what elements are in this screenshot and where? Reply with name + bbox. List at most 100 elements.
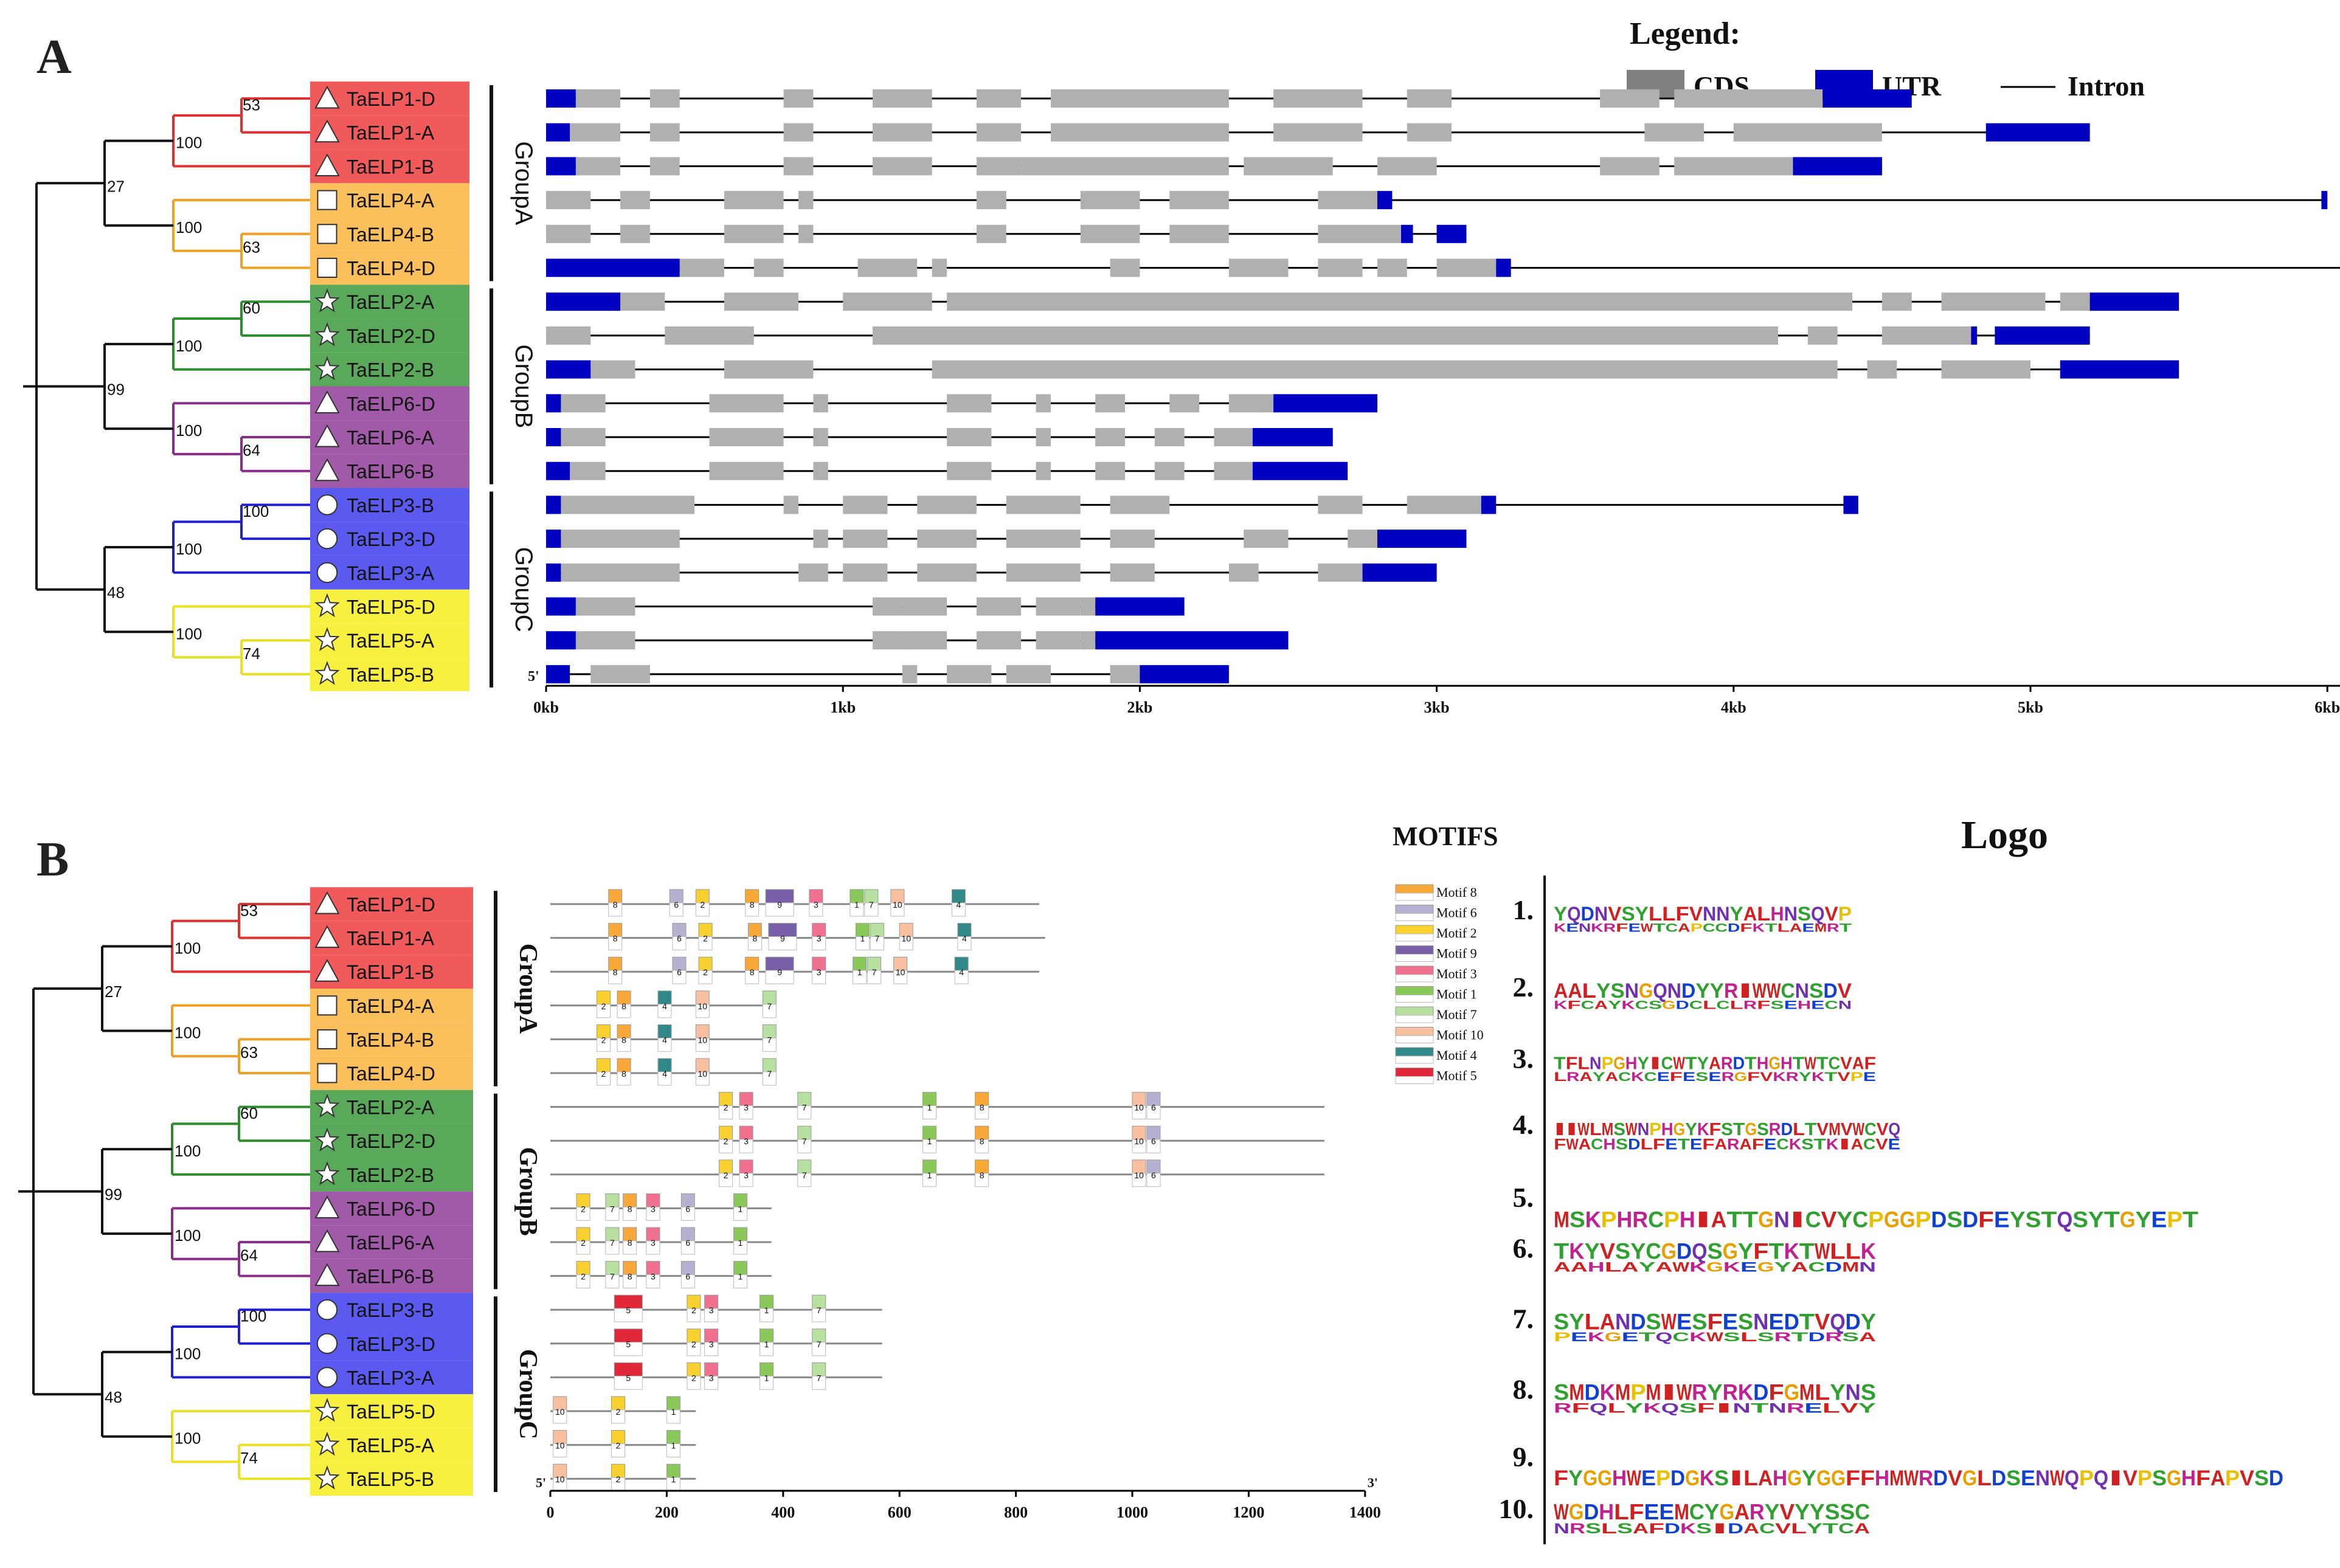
motif-number: 7: [767, 1035, 772, 1045]
aa-tick-label: 1200: [1233, 1504, 1264, 1521]
motif-block-lower: [765, 970, 794, 984]
motif-number: 8: [613, 900, 618, 910]
motif-block-lower: [597, 1071, 611, 1086]
motif-number: 7: [872, 967, 877, 977]
b-star-icon: [314, 1161, 340, 1186]
logo-letter-minor: L: [1740, 1330, 1757, 1344]
cds-block: [1080, 597, 1096, 616]
logo-letter: M: [1615, 1380, 1630, 1405]
b-circle-icon: [316, 1367, 338, 1388]
motif-block-lower: [762, 1071, 777, 1086]
logo-letter-minor: Y: [1593, 1070, 1605, 1084]
a-gene-box: [310, 589, 469, 624]
motif-number: 10: [1134, 1170, 1144, 1180]
motif-block-lower: [1132, 1139, 1146, 1153]
cds-block: [1110, 530, 1155, 548]
logo-letter: G: [1758, 1206, 1774, 1232]
logo-letter-minor: R: [1570, 1521, 1586, 1537]
logo-letter: P: [1916, 1206, 1931, 1232]
logo-letter-minor: R: [1825, 1330, 1842, 1344]
utr-block: [1252, 428, 1333, 446]
motif-block-lower: [745, 902, 760, 917]
logo-letter: Y: [1584, 1239, 1599, 1264]
logo-letter: M: [1889, 1466, 1904, 1490]
logo-letter: G: [2167, 1466, 2181, 1490]
motif-block-lower: [975, 1139, 989, 1153]
logo-letter: G: [1613, 1054, 1625, 1073]
motif-block-lower: [812, 1375, 826, 1390]
a-gene-box: [310, 149, 469, 184]
logo-letter: K: [1697, 1120, 1709, 1139]
motif-legend-label: Motif 3: [1436, 966, 1477, 981]
a-triangle-icon: [314, 424, 340, 447]
cds-block: [1318, 258, 1363, 277]
utr-block: [1095, 597, 1185, 616]
b-gene-box: [310, 1124, 473, 1158]
b-star-icon: [314, 1431, 340, 1456]
utr-block: [1496, 258, 1511, 277]
motif-legend-swatch-lower: [1395, 995, 1434, 1003]
logo-letter: N: [1703, 903, 1716, 925]
logo-letter-minor: C: [1863, 1136, 1875, 1153]
a-gene-box: [310, 115, 469, 150]
logo-letter: T: [1805, 1120, 1817, 1139]
utr-block: [546, 292, 621, 311]
motif-legend-label: Motif 7: [1436, 1007, 1477, 1022]
motif-block-lower: [747, 936, 762, 951]
cds-block: [976, 123, 1022, 142]
logo-letter: Q: [2065, 1466, 2079, 1490]
logo-letter: Q: [1653, 979, 1667, 1003]
motif-number: 8: [980, 1136, 985, 1146]
motif-number: 7: [802, 1170, 807, 1180]
cds-block: [561, 394, 606, 413]
motif-block-lower: [812, 1308, 826, 1322]
logo-letter: Y: [1635, 903, 1649, 925]
kb-tick-label: 0kb: [533, 699, 559, 716]
logo-letter: G: [1831, 1466, 1846, 1490]
a-star-icon: [314, 627, 340, 651]
a-bootstrap-label: 100: [176, 421, 202, 440]
logo-letter: S: [1825, 1500, 1840, 1524]
cds-block: [1169, 394, 1200, 413]
logo-letter-minor: F: [1653, 1136, 1665, 1153]
logo-letter: P: [1602, 1054, 1614, 1073]
logo-letter-minor: S: [1585, 1521, 1601, 1537]
motif-number: 2: [616, 1474, 621, 1484]
logo-letter-minor: Y: [1799, 1070, 1812, 1084]
utr-block: [546, 89, 576, 108]
a-bootstrap-label: 100: [176, 624, 202, 643]
cds-block: [902, 597, 947, 616]
b-triangle-icon: [314, 891, 340, 914]
logo-letter-minor: K: [1723, 1260, 1740, 1275]
a-gene-label: TaELP1-D: [347, 88, 435, 110]
logo-letter-minor: A: [1579, 1070, 1592, 1084]
logo-letter-minor: E: [1622, 1330, 1639, 1344]
logo-letter: S: [2026, 1206, 2041, 1232]
cds-block: [798, 563, 828, 582]
logo-letter: R: [1724, 979, 1738, 1003]
logo-letter: F: [1753, 1239, 1768, 1264]
logo-letter-minor: Q: [1661, 1401, 1679, 1416]
a-clade-label: GroupB: [510, 345, 537, 429]
logo-letter-minor: T: [1653, 922, 1665, 935]
b-bootstrap-label: 100: [175, 1024, 201, 1042]
logo-letter: T: [1799, 1309, 1815, 1334]
logo-letter-minor: I: [1838, 1136, 1850, 1153]
a-bootstrap-label: 48: [107, 584, 125, 602]
b-gene-box: [310, 955, 473, 989]
logo-letter: F: [1675, 903, 1689, 925]
logo-letter: N: [1846, 1380, 1861, 1405]
logo-letter-minor: C: [1591, 1136, 1603, 1153]
logo-letter-minor: R: [1827, 922, 1839, 935]
cds-block: [1881, 292, 1912, 311]
logo-letter: E: [2151, 1206, 2167, 1232]
logo-letter: G: [1768, 1054, 1781, 1073]
logo-letter: W: [1815, 1239, 1830, 1264]
cds-block: [1273, 123, 1363, 142]
motifs-title: MOTIFS: [1393, 821, 1498, 851]
motif-block-lower: [687, 1308, 701, 1322]
logo-letter-minor: L: [1778, 922, 1790, 935]
motif-number: 7: [802, 1136, 807, 1146]
logo-letter: Y: [1707, 1380, 1722, 1405]
a-axis-5prime: 5': [528, 669, 539, 685]
